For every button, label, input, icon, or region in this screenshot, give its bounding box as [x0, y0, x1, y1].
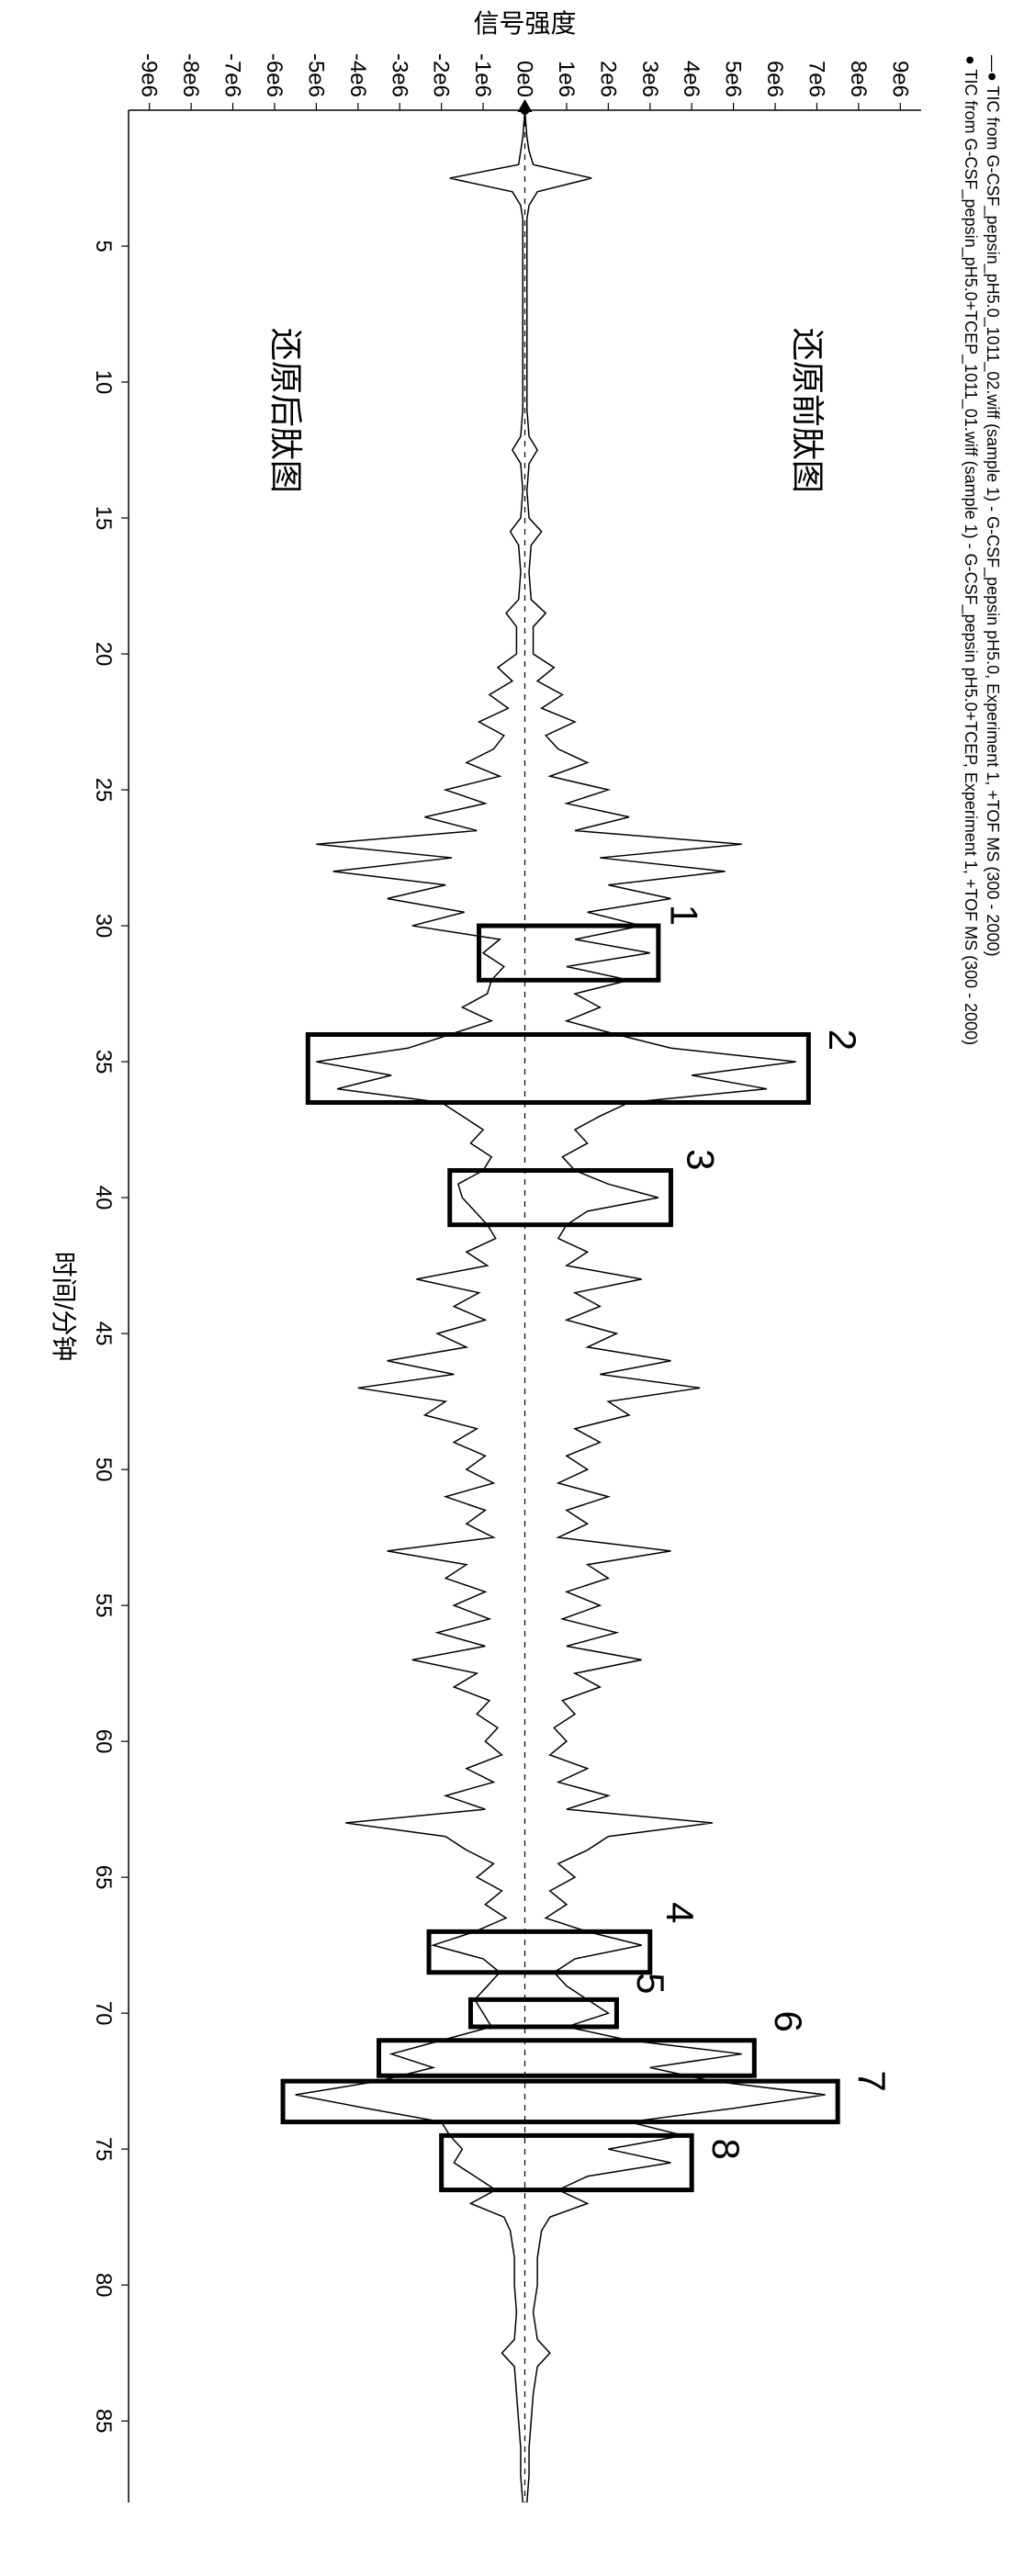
svg-text:● TIC from G-CSF_pepsin_pH5.0+: ● TIC from G-CSF_pepsin_pH5.0+TCEP_1011_… [961, 55, 980, 1045]
chromatogram-chart: 510152025303540455055606570758085时间/分钟9e… [0, 0, 1013, 2576]
svg-text:80: 80 [91, 2273, 116, 2298]
svg-text:-5e6: -5e6 [303, 53, 328, 97]
svg-text:还原后肽图: 还原后肽图 [267, 328, 305, 493]
svg-text:7: 7 [850, 2070, 894, 2091]
svg-text:8e6: 8e6 [846, 61, 871, 97]
svg-text:-2e6: -2e6 [429, 53, 454, 97]
svg-text:2: 2 [821, 1029, 864, 1051]
svg-text:85: 85 [91, 2409, 116, 2434]
svg-text:5: 5 [91, 240, 116, 252]
svg-text:2e6: 2e6 [595, 61, 620, 97]
svg-text:3: 3 [680, 1149, 723, 1170]
svg-text:30: 30 [91, 914, 116, 939]
svg-text:1: 1 [662, 905, 705, 926]
svg-text:60: 60 [91, 1729, 116, 1754]
svg-text:10: 10 [91, 370, 116, 395]
svg-text:9e6: 9e6 [887, 61, 912, 97]
svg-text:7e6: 7e6 [804, 61, 828, 97]
svg-text:55: 55 [91, 1593, 116, 1618]
svg-text:70: 70 [91, 2001, 116, 2026]
svg-text:5: 5 [629, 1973, 672, 1994]
svg-text:信号强度: 信号强度 [473, 9, 576, 38]
svg-text:—● TIC from G-CSF_pepsin_pH5.0: —● TIC from G-CSF_pepsin_pH5.0_1011_02.w… [983, 55, 1002, 956]
svg-text:4e6: 4e6 [679, 61, 703, 97]
svg-text:20: 20 [91, 642, 116, 667]
svg-text:-1e6: -1e6 [470, 53, 495, 97]
svg-text:15: 15 [91, 506, 116, 531]
svg-text:8: 8 [704, 2138, 748, 2159]
svg-text:50: 50 [91, 1457, 116, 1482]
svg-text:-7e6: -7e6 [220, 53, 245, 97]
svg-text:65: 65 [91, 1865, 116, 1890]
svg-text:4: 4 [658, 1902, 702, 1923]
svg-text:6: 6 [767, 2011, 810, 2032]
svg-text:35: 35 [91, 1050, 116, 1074]
svg-text:-6e6: -6e6 [262, 53, 287, 97]
svg-text:75: 75 [91, 2137, 116, 2162]
svg-text:40: 40 [91, 1186, 116, 1210]
svg-text:时间/分钟: 时间/分钟 [50, 1252, 78, 1362]
svg-text:-3e6: -3e6 [387, 53, 411, 97]
svg-text:-9e6: -9e6 [137, 53, 162, 97]
svg-text:0e0: 0e0 [512, 61, 537, 97]
svg-text:-8e6: -8e6 [178, 53, 203, 97]
svg-text:1e6: 1e6 [554, 61, 579, 97]
svg-text:6e6: 6e6 [762, 61, 787, 97]
svg-text:5e6: 5e6 [721, 61, 746, 97]
svg-text:-4e6: -4e6 [345, 53, 370, 97]
svg-text:25: 25 [91, 778, 116, 803]
svg-text:3e6: 3e6 [637, 61, 662, 97]
svg-text:45: 45 [91, 1322, 116, 1346]
svg-text:还原前肽图: 还原前肽图 [789, 328, 827, 493]
